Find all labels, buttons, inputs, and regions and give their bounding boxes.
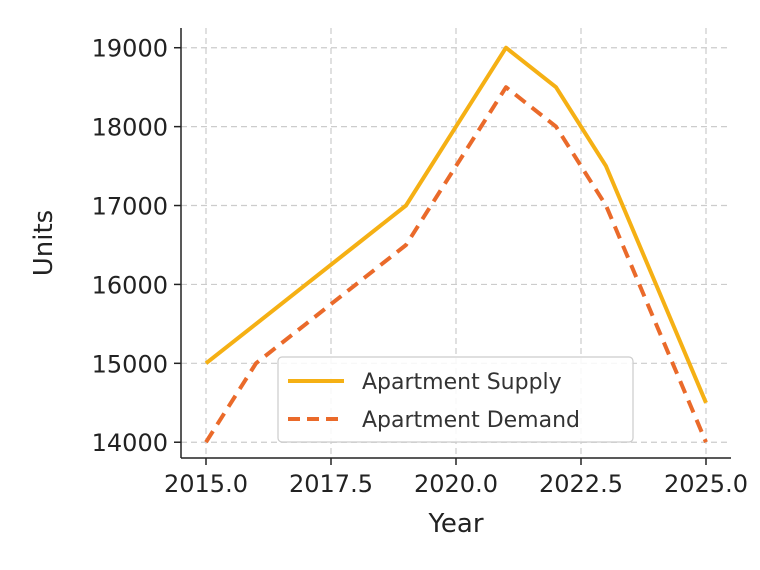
- y-tick-label: 19000: [92, 35, 168, 63]
- y-tick-label: 18000: [92, 114, 168, 142]
- y-tick-label: 16000: [92, 271, 168, 299]
- y-tick-label: 17000: [92, 193, 168, 221]
- series-line-supply: [204, 45, 708, 404]
- x-ticks: 2015.0 2017.5 2020.0 2022.5 2025.0: [164, 458, 748, 498]
- legend: Apartment Supply Apartment Demand: [277, 356, 634, 443]
- series-layer: [204, 45, 708, 444]
- x-tick-label: 2017.5: [289, 470, 373, 498]
- series-line-demand: [204, 85, 708, 444]
- legend-label-supply: Apartment Supply: [362, 370, 562, 395]
- y-tick-label: 14000: [92, 429, 168, 457]
- x-axis-label: Year: [427, 509, 483, 539]
- x-tick-label: 2020.0: [414, 470, 498, 498]
- legend-box: [277, 356, 634, 443]
- x-tick-label: 2015.0: [164, 470, 248, 498]
- y-axis-label: Units: [29, 210, 59, 276]
- y-tick-label: 15000: [92, 350, 168, 378]
- x-tick-label: 2025.0: [664, 470, 748, 498]
- x-tick-label: 2022.5: [539, 470, 623, 498]
- legend-label-demand: Apartment Demand: [362, 408, 580, 433]
- y-ticks: 14000 15000 16000 17000 18000 19000: [92, 35, 181, 457]
